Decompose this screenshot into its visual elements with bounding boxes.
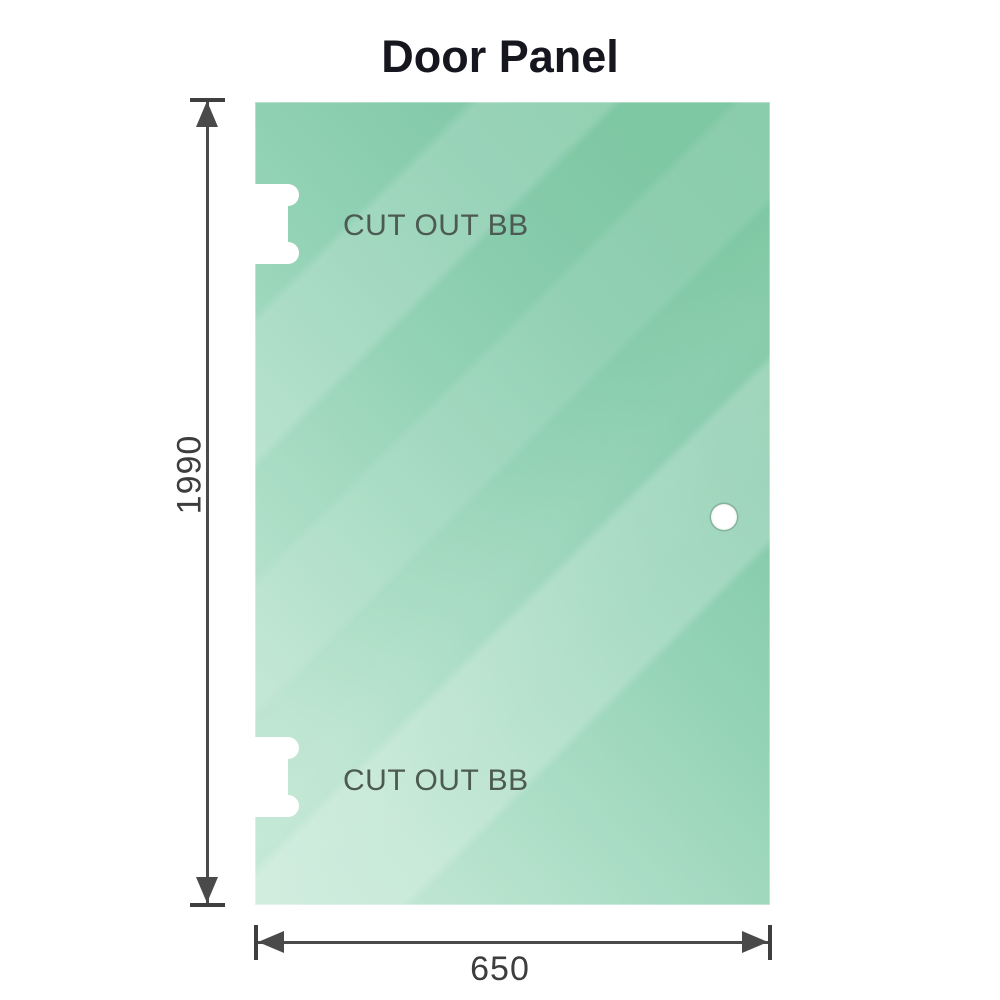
arrow-left-icon [258,931,284,953]
cut-out-label-bottom: CUT OUT BB [343,764,529,797]
cut-out-bb-notch-top [254,182,301,266]
arrow-down-icon [196,877,218,903]
width-dimension-line [255,941,771,944]
width-dimension-label: 650 [470,950,530,988]
glass-door-panel: CUT OUT BB CUT OUT BB [254,102,770,905]
arrow-up-icon [196,101,218,127]
width-extension-cap-right [768,925,772,960]
handle-hole [711,504,737,530]
width-extension-cap-left [254,925,258,960]
height-dimension-line [206,100,209,907]
arrow-right-icon [742,931,768,953]
cut-out-label-top: CUT OUT BB [343,209,529,242]
height-extension-cap-bottom [190,903,225,907]
cut-out-bb-notch-bottom [254,735,301,819]
height-dimension-label: 1990 [170,434,209,515]
glass-surface [255,102,770,905]
height-extension-cap-top [190,98,225,102]
page-title: Door Panel [381,31,619,82]
